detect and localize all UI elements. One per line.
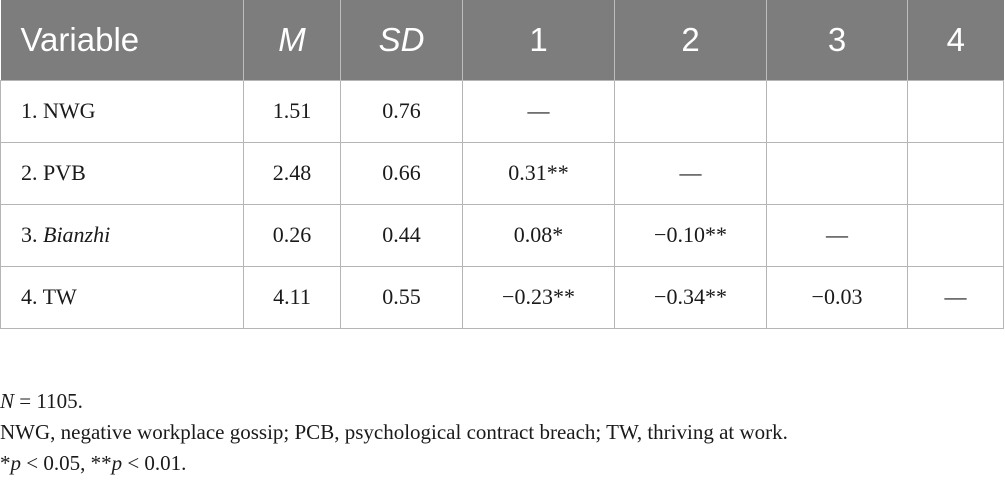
corr-cell-2 [614,79,767,143]
variable-name: NWG [43,98,96,123]
header-col-3: 3 [766,0,908,80]
sig2-rest: < 0.01. [122,451,187,475]
mean-cell: 1.51 [243,79,341,143]
sample-size-note: N = 1105. [0,386,788,417]
sd-cell: 0.44 [340,203,463,267]
corr-cell-4: — [907,265,1004,329]
sd-cell: 0.66 [340,141,463,205]
header-row: Variable M SD 1 2 3 4 [0,0,1004,80]
table-row: 3. Bianzhi 0.26 0.44 0.08* −0.10** — [0,203,1004,267]
header-mean: M [243,0,341,80]
corr-cell-3: −0.03 [766,265,908,329]
significance-note: *p < 0.05, **p < 0.01. [0,448,788,479]
corr-cell-4 [907,141,1004,205]
variable-cell: 1. NWG [0,79,244,143]
sig1-rest: < 0.05, ** [21,451,112,475]
variable-cell: 4. TW [0,265,244,329]
mean-cell: 2.48 [243,141,341,205]
corr-cell-3 [766,79,908,143]
variable-name: Bianzhi [43,222,111,247]
sig1-p: p [10,451,22,475]
header-col-2: 2 [614,0,767,80]
variable-number: 4. [21,284,38,309]
sd-cell: 0.76 [340,79,463,143]
corr-cell-2: −0.10** [614,203,767,267]
abbreviations-note: NWG, negative workplace gossip; PCB, psy… [0,420,788,444]
corr-cell-3 [766,141,908,205]
corr-cell-2: −0.34** [614,265,767,329]
header-variable: Variable [20,20,140,58]
variable-number: 1. [21,98,38,123]
corr-cell-4 [907,79,1004,143]
sd-cell: 0.55 [340,265,463,329]
corr-cell-1: 0.31** [462,141,615,205]
variable-cell: 3. Bianzhi [0,203,244,267]
corr-cell-2: — [614,141,767,205]
corr-cell-1: 0.08* [462,203,615,267]
header-col-4: 4 [907,0,1004,80]
variable-number: 3. [21,222,38,247]
variable-cell: 2. PVB [0,141,244,205]
header-sd: SD [340,0,463,80]
corr-cell-1: — [462,79,615,143]
correlation-table: Variable M SD 1 2 3 4 1. NWG 1.51 0.76 —… [0,0,1004,329]
n-value: = 1105. [14,389,83,413]
mean-cell: 0.26 [243,203,341,267]
corr-cell-4 [907,203,1004,267]
n-symbol: N [0,389,15,413]
correlation-table-container: Variable M SD 1 2 3 4 1. NWG 1.51 0.76 —… [0,0,1004,329]
header-col-1: 1 [462,0,615,80]
table-row: 2. PVB 2.48 0.66 0.31** — [0,141,1004,205]
variable-name: PVB [43,160,86,185]
table-row: 1. NWG 1.51 0.76 — [0,79,1004,143]
sig1-prefix: * [0,451,11,475]
table-notes: N = 1105. NWG, negative workplace gossip… [0,386,788,479]
sig2-p: p [111,451,123,475]
variable-name: TW [42,284,77,309]
corr-cell-3: — [766,203,908,267]
corr-cell-1: −0.23** [462,265,615,329]
variable-number: 2. [21,160,38,185]
mean-cell: 4.11 [243,265,341,329]
table-row: 4. TW 4.11 0.55 −0.23** −0.34** −0.03 — [0,265,1004,329]
